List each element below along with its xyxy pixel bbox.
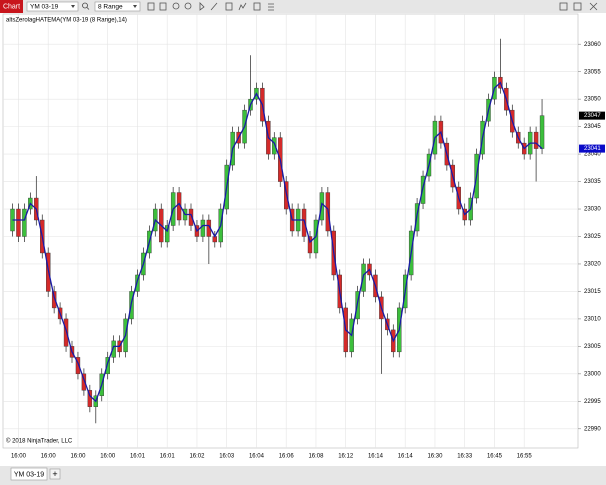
indicators-icon[interactable] [225, 2, 233, 11]
x-tick-label: 16:00 [70, 454, 86, 460]
instrument-label: YM 03-19 [30, 3, 59, 10]
x-tick-label: 16:02 [189, 454, 205, 460]
y-tick-label: 23000 [584, 371, 601, 377]
candle-body [307, 236, 313, 254]
x-tick-label: 16:30 [427, 454, 443, 460]
x-tick-label: 16:33 [457, 454, 473, 460]
x-tick-label: 16:14 [368, 454, 384, 460]
y-tick-label: 23020 [584, 262, 601, 268]
toolbar-bg [0, 0, 606, 13]
chart-style-icon[interactable] [159, 2, 167, 11]
period-selector[interactable] [94, 1, 141, 12]
y-tick-label: 23010 [584, 316, 601, 322]
chart-tab[interactable] [0, 0, 23, 13]
x-tick-label: 16:03 [219, 454, 235, 460]
y-tick-label: 23050 [584, 97, 601, 103]
candle-body [539, 115, 545, 149]
x-tick-label: 16:45 [487, 454, 503, 460]
y-tick-label: 22995 [584, 399, 601, 405]
indicator-label: altsZerolagHATEMA(YM 03-19 (8 Range),14) [6, 18, 127, 24]
candle-body [272, 137, 277, 155]
x-tick-label: 16:00 [11, 454, 27, 460]
add-tab-label: + [52, 469, 57, 479]
candle-body [111, 340, 116, 358]
x-tick-label: 16:01 [130, 454, 146, 460]
y-tick-label: 23035 [584, 179, 601, 185]
strategies-icon[interactable] [238, 2, 247, 11]
x-tick-label: 16:00 [100, 454, 116, 460]
search-icon[interactable] [82, 2, 88, 9]
minimize-button[interactable] [559, 2, 568, 11]
x-tick-label: 16:01 [160, 454, 176, 460]
bars-icon[interactable] [147, 2, 155, 11]
candle-body [87, 390, 93, 407]
search-icon-handle [86, 7, 90, 10]
candle-body [51, 291, 57, 309]
candle-body [135, 274, 140, 292]
indicator-line [12, 81, 543, 403]
price-marker-label: 23041 [584, 146, 601, 152]
zoom-in-icon[interactable] [172, 2, 180, 10]
y-tick-label: 23040 [584, 152, 601, 158]
y-tick-label: 23025 [584, 234, 601, 240]
candle-body [16, 208, 21, 237]
x-tick-label: 16:08 [308, 454, 324, 460]
y-tick-label: 23030 [584, 207, 601, 213]
instrument-selector[interactable] [26, 1, 79, 12]
candle-body [63, 318, 69, 347]
price-marker-label: 23047 [584, 113, 601, 119]
close-button[interactable] [589, 2, 598, 11]
candle-body [301, 208, 307, 237]
y-tick-label: 23060 [584, 42, 601, 48]
y-tick-label: 23015 [584, 289, 601, 295]
add-tab-button[interactable] [49, 468, 61, 480]
x-tick-label: 16:55 [517, 454, 533, 460]
instrument-tab-label: YM 03-19 [14, 471, 44, 478]
maximize-button[interactable] [573, 2, 582, 11]
candle-body [188, 208, 194, 226]
x-tick-label: 16:14 [398, 454, 414, 460]
period-label: 8 Range [98, 3, 123, 10]
x-tick-label: 16:00 [41, 454, 57, 460]
y-tick-label: 23045 [584, 124, 601, 130]
tab-bar [0, 466, 606, 485]
instrument-tab[interactable] [10, 467, 48, 481]
x-tick-label: 16:12 [338, 454, 354, 460]
candle-body [105, 357, 110, 375]
properties-icon[interactable] [253, 2, 261, 11]
copyright: © 2018 NinjaTrader, LLC [6, 438, 73, 445]
x-tick-label: 16:04 [249, 454, 265, 460]
x-tick-label: 16:06 [279, 454, 295, 460]
dropdown-arrow [133, 5, 137, 8]
price-marker [579, 144, 605, 153]
draw-icon[interactable] [210, 2, 218, 11]
y-tick-label: 23055 [584, 69, 601, 75]
chart-tab-label: Chart [3, 3, 20, 10]
y-tick-label: 23005 [584, 344, 601, 350]
candle-body [533, 131, 539, 149]
zoom-out-icon[interactable] [184, 2, 192, 10]
data-box-icon[interactable] [268, 3, 274, 11]
toolbar: Chart YM 03-19 8 Range [0, 0, 606, 13]
candle-body [75, 357, 81, 375]
candle-body [22, 208, 27, 237]
price-marker [579, 111, 605, 120]
pointer-icon[interactable] [199, 2, 205, 11]
dropdown-arrow [71, 5, 75, 8]
plot: 23060 23055 23050 23045 23040 23035 23030 23025… [3, 14, 601, 460]
candle-body [200, 219, 206, 237]
candle-body [164, 225, 170, 243]
candle-body [81, 373, 87, 391]
y-tick-label: 22990 [584, 426, 601, 432]
